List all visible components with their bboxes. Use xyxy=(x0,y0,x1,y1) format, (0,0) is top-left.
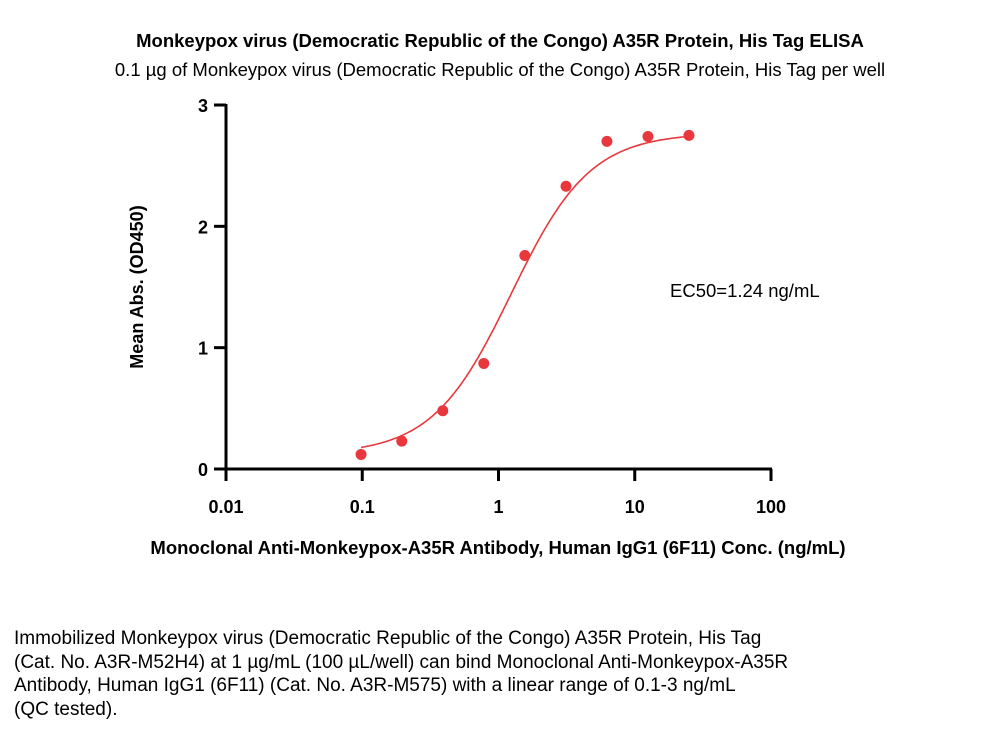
fit-curve xyxy=(360,135,690,449)
data-point xyxy=(519,249,531,261)
footnote-line: (QC tested). xyxy=(14,698,118,720)
ec50-annotation: EC50=1.24 ng/mL xyxy=(670,280,820,301)
data-point xyxy=(355,448,367,460)
data-point xyxy=(601,135,613,147)
data-point xyxy=(642,131,654,143)
footnote-line: Antibody, Human IgG1 (6F11) (Cat. No. A3… xyxy=(14,675,736,696)
y-tick-label: 0 xyxy=(198,460,208,480)
y-tick-label: 3 xyxy=(198,96,208,116)
x-tick-label: 0.1 xyxy=(350,497,375,517)
data-point xyxy=(683,129,695,141)
data-point xyxy=(437,405,449,417)
y-axis-label: Mean Abs. (OD450) xyxy=(127,205,147,368)
footnote-line: Immobilized Monkeypox virus (Democratic … xyxy=(14,628,762,649)
x-tick-label: 1 xyxy=(493,497,503,517)
x-tick-label: 100 xyxy=(756,497,786,517)
chart-subtitle: 0.1 µg of Monkeypox virus (Democratic Re… xyxy=(114,59,886,80)
chart-title: Monkeypox virus (Democratic Republic of … xyxy=(136,30,864,51)
chart: 0.01 0.1 1 10 100 0 1 2 3 Mean Abs. (OD450) Mono… xyxy=(127,96,846,558)
footnote: Immobilized Monkeypox virus (Democratic … xyxy=(14,627,994,721)
data-point xyxy=(560,180,572,192)
footnote-line: (Cat. No. A3R-M52H4) at 1 µg/mL (100 µL/… xyxy=(14,651,789,673)
y-tick-label: 1 xyxy=(198,339,208,359)
data-point xyxy=(396,435,408,447)
x-tick-label: 0.01 xyxy=(208,497,243,517)
y-tick-label: 2 xyxy=(198,217,208,237)
x-axis-label: Monoclonal Anti-Monkeypox-A35R Antibody,… xyxy=(150,537,845,558)
x-tick-label: 10 xyxy=(625,497,645,517)
data-point xyxy=(478,357,490,369)
